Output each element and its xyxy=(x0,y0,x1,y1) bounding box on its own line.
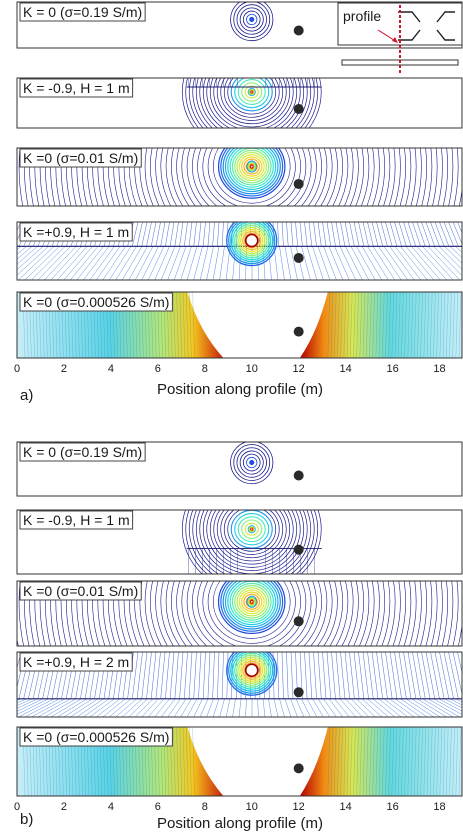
contour-panel: K =0 (σ=0.01 S/m) xyxy=(16,580,463,647)
panel-label: K =0 (σ=0.000526 S/m) xyxy=(23,294,169,310)
x-tick-label: 8 xyxy=(202,801,208,813)
contour-panel: K = -0.9, H = 1 m xyxy=(16,77,463,129)
receiver-marker xyxy=(293,178,304,189)
x-tick-label: 2 xyxy=(61,363,67,375)
panel-label: K =+0.9, H = 2 m xyxy=(23,654,129,670)
x-tick-label: 6 xyxy=(155,363,161,375)
contour-panel: K =0 (σ=0.01 S/m) xyxy=(16,147,463,207)
x-tick-label: 2 xyxy=(61,801,67,813)
x-tick-label: 16 xyxy=(386,363,398,375)
receiver-marker xyxy=(293,104,304,114)
receiver-marker xyxy=(293,252,304,263)
receiver-marker xyxy=(293,470,304,481)
panel-label: K = -0.9, H = 1 m xyxy=(23,512,130,528)
figure-group-a: K = 0 (σ=0.19 S/m) K = -0.9, H = 1 m K =0 … xyxy=(14,1,463,404)
x-tick-label: 14 xyxy=(340,801,352,813)
x-axis-label: Position along profile (m) xyxy=(157,815,323,832)
x-tick-label: 4 xyxy=(108,801,114,813)
panel-label: K =0 (σ=0.01 S/m) xyxy=(23,150,138,166)
receiver-marker xyxy=(293,616,304,627)
x-tick-label: 6 xyxy=(155,801,161,813)
contour-panel: K =0 (σ=0.000526 S/m) xyxy=(16,291,463,359)
contour-panel: K =+0.9, H = 2 m xyxy=(16,651,463,718)
x-tick-label: 0 xyxy=(14,363,20,375)
panel-label: K =+0.9, H = 1 m xyxy=(23,224,129,240)
panel-label: K = -0.9, H = 1 m xyxy=(23,80,130,96)
x-tick-label: 18 xyxy=(433,363,445,375)
x-tick-label: 12 xyxy=(293,801,305,813)
x-tick-label: 18 xyxy=(433,801,445,813)
subfigure-tag: a) xyxy=(20,387,33,404)
contour-panel: K = 0 (σ=0.19 S/m) xyxy=(16,441,463,497)
profile-inset: profile xyxy=(337,2,463,75)
panel-label: K =0 (σ=0.000526 S/m) xyxy=(23,729,169,745)
x-tick-label: 0 xyxy=(14,801,20,813)
receiver-marker xyxy=(293,763,304,774)
x-tick-label: 12 xyxy=(293,363,305,375)
x-tick-label: 10 xyxy=(246,363,258,375)
x-axis: 0 2 4 6 8 10 12 14 16 18 Position along profile (m… xyxy=(14,801,446,832)
inset-label: profile xyxy=(343,8,381,24)
receiver-marker xyxy=(293,544,304,555)
panel-label: K = 0 (σ=0.19 S/m) xyxy=(23,444,142,460)
contour-panel: K = -0.9, H = 1 m xyxy=(16,509,463,575)
contour-panel: K =0 (σ=0.000526 S/m) xyxy=(16,726,463,797)
receiver-marker xyxy=(293,25,304,36)
x-axis: 0 2 4 6 8 10 12 14 16 18 Position along profile (m… xyxy=(14,363,446,398)
receiver-marker xyxy=(293,326,304,337)
receiver-marker xyxy=(293,687,304,698)
panel-label: K =0 (σ=0.01 S/m) xyxy=(23,583,138,599)
x-tick-label: 14 xyxy=(340,363,352,375)
x-axis-label: Position along profile (m) xyxy=(157,381,323,398)
x-tick-label: 8 xyxy=(202,363,208,375)
contour-panel: K =+0.9, H = 1 m xyxy=(16,221,463,281)
subfigure-tag: b) xyxy=(20,811,33,828)
x-tick-label: 16 xyxy=(386,801,398,813)
panel-label: K = 0 (σ=0.19 S/m) xyxy=(23,4,142,20)
x-tick-label: 10 xyxy=(246,801,258,813)
figure-group-b: K = 0 (σ=0.19 S/m) K = -0.9, H = 1 m K =0 … xyxy=(14,441,463,832)
x-tick-label: 4 xyxy=(108,363,114,375)
